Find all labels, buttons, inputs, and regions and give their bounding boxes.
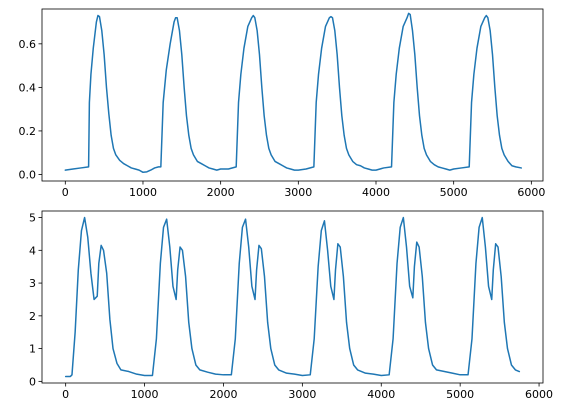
y-tick-label-2-3: 3	[29, 277, 36, 290]
x-tick-label-1-2: 2000	[207, 186, 235, 199]
x-tick-label-1-6: 6000	[517, 186, 545, 199]
x-tick-label-1-1: 1000	[129, 186, 157, 199]
plot-frame-2	[41, 210, 544, 384]
y-tick-label-1-2: 0.4	[19, 81, 37, 94]
x-tick-label-2-2: 2000	[209, 388, 237, 401]
x-tick-label-1-4: 4000	[362, 186, 390, 199]
series-line-2-1	[64, 216, 521, 378]
y-tick-label-1-3: 0.6	[19, 38, 37, 51]
x-tick-label-1-0: 0	[62, 186, 69, 199]
y-tick-label-1-1: 0.2	[19, 125, 37, 138]
x-tick-label-1-3: 3000	[284, 186, 312, 199]
y-tick-label-2-0: 0	[29, 375, 36, 388]
x-tick-label-2-5: 5000	[446, 388, 474, 401]
series-line-1-1	[64, 12, 522, 174]
x-tick-label-2-1: 1000	[131, 388, 159, 401]
y-tick-label-2-4: 4	[29, 244, 36, 257]
x-tick-label-2-0: 0	[62, 388, 69, 401]
x-tick-label-2-6: 6000	[525, 388, 553, 401]
plot-frame-1	[41, 8, 544, 182]
subplot-2: 0 1000 2000 3000 4000 5000 6000 0 1 2 3 4 5	[29, 210, 553, 401]
y-tick-label-2-2: 2	[29, 310, 36, 323]
x-tick-label-2-3: 3000	[288, 388, 316, 401]
y-tick-label-1-0: 0.0	[19, 168, 37, 181]
y-tick-label-2-5: 5	[29, 212, 36, 225]
y-tick-label-2-1: 1	[29, 343, 36, 356]
x-tick-label-1-5: 5000	[440, 186, 468, 199]
subplot-1: 0 1000 2000 3000 4000 5000 6000 0.0 0.2 0.4 0.6	[19, 8, 545, 199]
x-tick-label-2-4: 4000	[367, 388, 395, 401]
